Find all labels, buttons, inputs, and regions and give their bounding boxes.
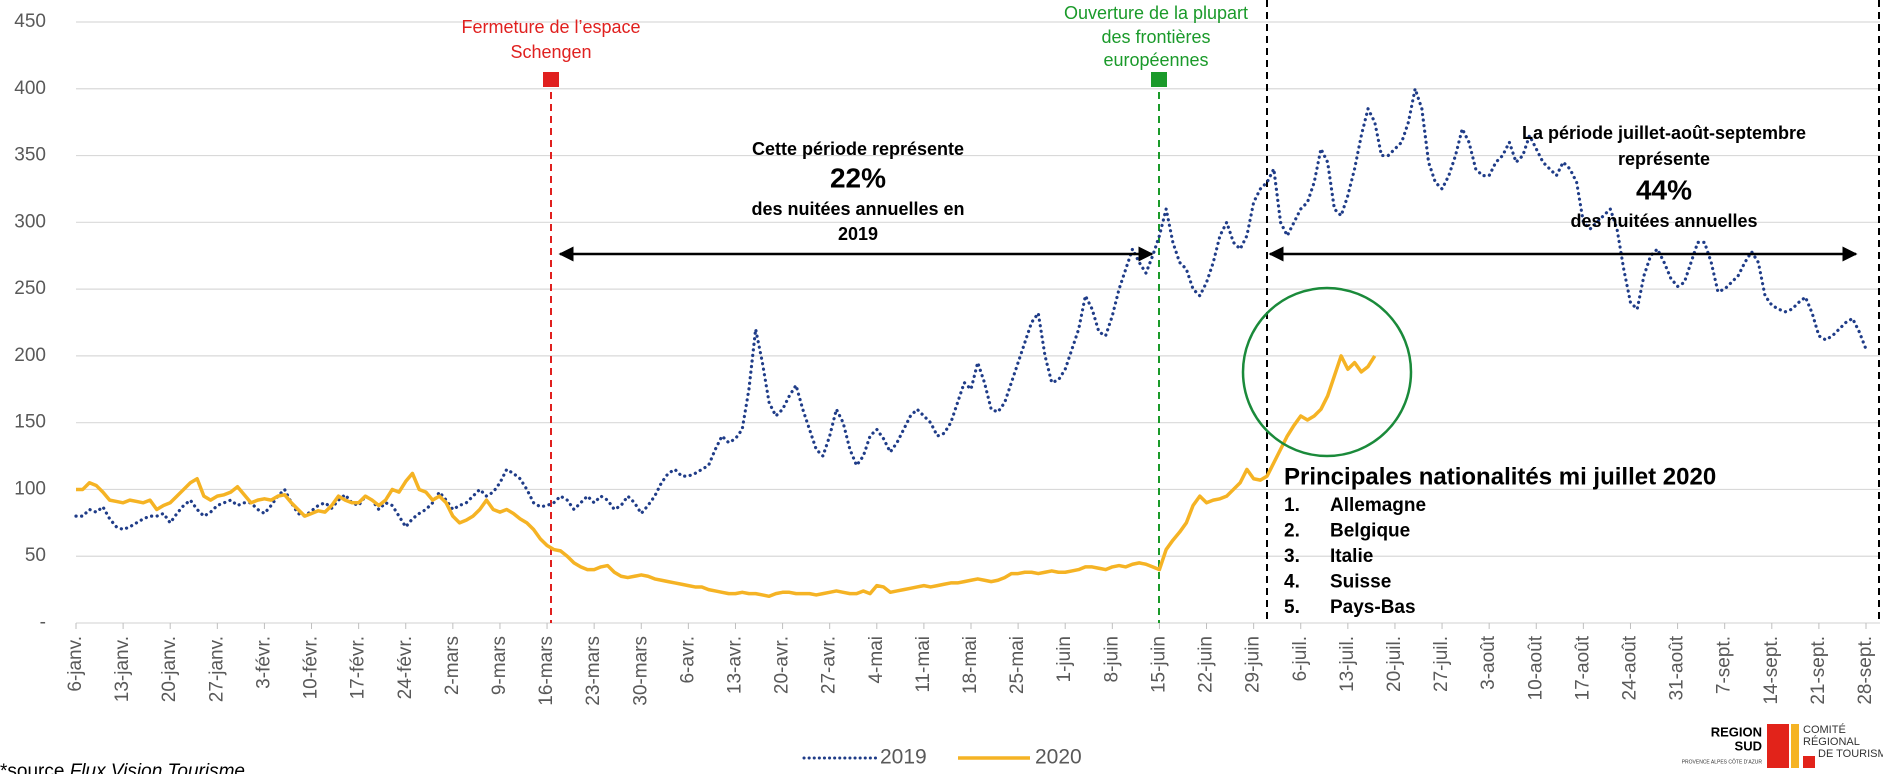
- x-tick-label: 3-févr.: [253, 636, 274, 689]
- logo-text: RÉGIONAL: [1803, 735, 1860, 748]
- nationality-name: Belgique: [1330, 521, 1410, 542]
- logo-flag: [1767, 724, 1789, 768]
- annotation: des nuitées annuelles en: [751, 199, 964, 219]
- x-tick-label: 6-avr.: [677, 636, 698, 684]
- event-marker: [543, 72, 559, 87]
- y-tick-label: 350: [14, 145, 46, 166]
- x-tick-label: 29-juin: [1243, 636, 1264, 693]
- nationalities-title: Principales nationalités mi juillet 2020: [1284, 463, 1716, 490]
- x-tick-label: 30-mars: [630, 636, 651, 706]
- event-marker: [1151, 72, 1167, 87]
- logo-text: DE TOURISME: [1818, 748, 1883, 760]
- x-tick-label: 18-mai: [960, 636, 981, 694]
- nationality-rank: 3.: [1284, 546, 1300, 567]
- annotation: Schengen: [510, 42, 591, 62]
- x-tick-label: 13-janv.: [112, 636, 133, 702]
- nationality-name: Suisse: [1330, 572, 1391, 593]
- x-tick-label: 20-avr.: [772, 636, 793, 694]
- nationalities-list: 1. Allemagne 2. Belgique 3. Italie 4. Suisse 5. P…: [1284, 495, 1426, 618]
- x-tick-label: 15-juin: [1148, 636, 1169, 693]
- x-tick-label: 24-août: [1619, 635, 1640, 700]
- y-tick-label: 150: [14, 412, 46, 433]
- annotation: 22%: [830, 162, 886, 193]
- x-tick-label: 9-mars: [489, 636, 510, 695]
- x-tick-label: 28-sept.: [1855, 636, 1876, 705]
- x-tick-label: 11-mai: [913, 636, 934, 693]
- logo-flag: [1791, 724, 1799, 768]
- x-tick-label: 27-janv.: [206, 636, 227, 702]
- legend-label: 2019: [880, 746, 927, 769]
- y-tick-label: 400: [14, 78, 46, 99]
- x-tick-label: 20-juil.: [1384, 636, 1405, 692]
- annotation: 44%: [1636, 174, 1692, 205]
- x-tick-label: 1-juin: [1054, 636, 1075, 682]
- annotation: européennes: [1103, 50, 1208, 70]
- annotation: La période juillet-août-septembre: [1522, 123, 1806, 143]
- nationality-rank: 1.: [1284, 495, 1300, 516]
- x-tick-label: 27-avr.: [819, 636, 840, 694]
- nationality-rank: 2.: [1284, 521, 1300, 542]
- y-tick-label: 100: [14, 478, 46, 499]
- annotation: des frontières: [1101, 27, 1210, 47]
- x-tick-label: 22-juin: [1196, 636, 1217, 693]
- logo-text: COMITÉ: [1803, 723, 1846, 736]
- x-tick-label: 14-sept.: [1761, 636, 1782, 705]
- y-tick-label: 450: [14, 11, 46, 32]
- nationality-rank: 4.: [1284, 572, 1300, 593]
- x-tick-label: 6-juil.: [1290, 636, 1311, 681]
- source-name: Flux Vision Tourisme: [70, 761, 245, 774]
- nationality-name: Allemagne: [1330, 495, 1426, 516]
- nationality-rank: 5.: [1284, 597, 1300, 618]
- y-tick-label: 300: [14, 211, 46, 232]
- logo-text: PROVENCE ALPES CÔTE D’AZUR: [1682, 758, 1763, 765]
- x-tick-label: 20-janv.: [159, 636, 180, 702]
- source: *source Flux Vision Tourisme: [0, 761, 245, 774]
- y-tick-label: 50: [25, 545, 46, 566]
- series-lines: [74, 87, 1868, 599]
- x-tick-label: 8-juin: [1101, 636, 1122, 682]
- x-tick-label: 13-juil.: [1337, 636, 1358, 692]
- x-tick-label: 4-mai: [866, 636, 887, 684]
- nationality-name: Pays-Bas: [1330, 597, 1416, 618]
- x-tick-label: 23-mars: [583, 636, 604, 706]
- y-tick-label: 200: [14, 345, 46, 366]
- x-tick-label: 13-avr.: [724, 636, 745, 694]
- x-tick-label: 3-août: [1478, 635, 1499, 690]
- logo-mark: [1803, 756, 1815, 768]
- y-tick-label: -: [40, 612, 46, 633]
- logo-text: REGION: [1711, 724, 1762, 739]
- x-tick-label: 10-août: [1525, 635, 1546, 700]
- annotation: représente: [1618, 149, 1710, 169]
- annotation: des nuitées annuelles: [1570, 211, 1757, 231]
- x-tick-label: 7-sept.: [1714, 636, 1735, 694]
- highlight-circle: [1241, 286, 1413, 458]
- legend-label: 2020: [1035, 746, 1082, 769]
- x-tick-label: 21-sept.: [1808, 636, 1829, 705]
- x-tick-label: 25-mai: [1007, 636, 1028, 694]
- series-line: [76, 354, 1377, 599]
- x-tick-label: 10-févr.: [301, 636, 322, 699]
- x-tick-label: 17-août: [1572, 635, 1593, 700]
- x-tick-label: 27-juil.: [1431, 636, 1452, 692]
- annotation: Fermeture de l’espace: [461, 17, 640, 37]
- logo-text: SUD: [1735, 738, 1762, 753]
- annotation: 2019: [838, 224, 878, 244]
- annotation: Cette période représente: [752, 139, 964, 159]
- x-tick-label: 2-mars: [442, 636, 463, 695]
- nationality-name: Italie: [1330, 546, 1373, 567]
- source-prefix: *source: [0, 761, 64, 774]
- y-tick-label: 250: [14, 278, 46, 299]
- x-tick-label: 17-févr.: [348, 636, 369, 699]
- x-tick-label: 31-août: [1667, 635, 1688, 700]
- x-tick-label: 16-mars: [536, 636, 557, 706]
- x-tick-label: 6-janv.: [65, 636, 86, 692]
- x-tick-label: 24-févr.: [395, 636, 416, 699]
- grid: - 50 100 150 200 250 300 350 400 450 6-janv. 13-jan…: [14, 11, 1880, 706]
- annotation: Ouverture de la plupart: [1064, 3, 1248, 23]
- logo: REGION SUD PROVENCE ALPES CÔTE D’AZUR CO…: [1682, 723, 1883, 768]
